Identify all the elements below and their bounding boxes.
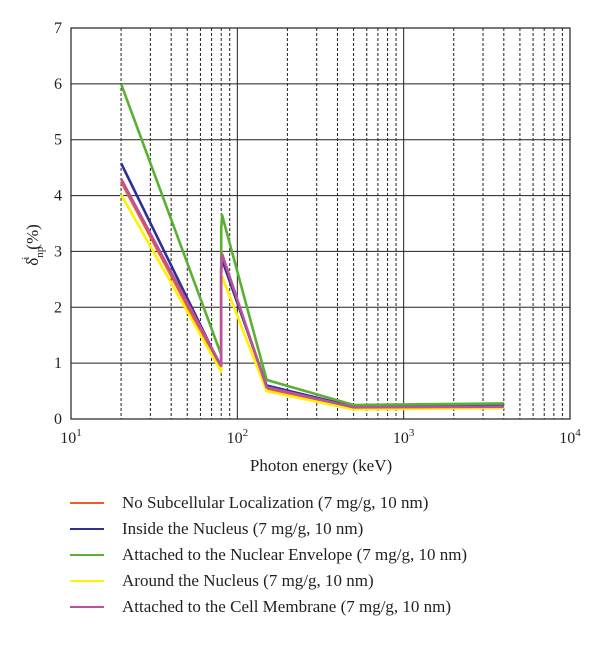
y-tick-labels: 0 1 2 3 4 5 6 7 (54, 20, 62, 428)
y-tick-label: 6 (54, 76, 62, 93)
x-tick-label: 103 (393, 427, 415, 447)
y-tick-label: 3 (54, 243, 62, 260)
legend-entry: Around the Nucleus (7 mg/g, 10 nm) (70, 568, 467, 594)
y-tick-label: 5 (54, 132, 62, 149)
chart-legend: No Subcellular Localization (7 mg/g, 10 … (70, 490, 467, 620)
legend-entry: Attached to the Cell Membrane (7 mg/g, 1… (70, 594, 467, 620)
series-line (119, 193, 504, 411)
x-tick-exponent: 4 (575, 427, 581, 439)
y-axis-label-unit: (%) (23, 224, 42, 249)
y-tick-label: 4 (54, 188, 62, 205)
x-tick-exponent: 2 (243, 427, 249, 439)
legend-swatch (70, 554, 104, 557)
x-tick-label: 104 (559, 427, 581, 447)
legend-entry: Inside the Nucleus (7 mg/g, 10 nm) (70, 516, 467, 542)
series-line (119, 83, 504, 407)
legend-label: No Subcellular Localization (7 mg/g, 10 … (122, 493, 429, 512)
y-tick-label: 2 (54, 299, 62, 316)
series-line (119, 178, 504, 409)
legend-swatch (70, 606, 104, 609)
y-axis-label-symbol: δ (23, 258, 42, 266)
x-tick-base: 10 (393, 430, 409, 447)
x-axis-label: Photon energy (keV) (250, 456, 392, 475)
x-tick-base: 10 (559, 430, 575, 447)
x-tick-labels: 101 102 103 104 (60, 427, 581, 447)
x-tick-exponent: 3 (409, 427, 415, 439)
legend-label: Attached to the Cell Membrane (7 mg/g, 1… (122, 597, 452, 616)
legend-label: Around the Nucleus (7 mg/g, 10 nm) (122, 571, 374, 590)
legend-entry: Attached to the Nuclear Envelope (7 mg/g… (70, 542, 467, 568)
x-tick-base: 10 (227, 430, 243, 447)
plot-area-border (70, 27, 571, 420)
y-tick-label: 1 (54, 355, 62, 372)
legend-label: Inside the Nucleus (7 mg/g, 10 nm) (122, 519, 364, 538)
svg-text:δnpi(%): δnpi (%) (20, 224, 46, 266)
legend-entry: No Subcellular Localization (7 mg/g, 10 … (70, 490, 467, 516)
y-axis-label-subscript: np (34, 246, 46, 258)
legend-label: Attached to the Nuclear Envelope (7 mg/g… (122, 545, 468, 564)
legend-swatch (70, 580, 104, 583)
y-axis-label-superscript: i (20, 257, 32, 260)
y-tick-label: 0 (54, 411, 62, 428)
x-tick-base: 10 (60, 430, 76, 447)
y-axis-label: δnpi (%) (20, 224, 46, 266)
y-tick-label: 7 (54, 20, 62, 37)
legend-swatch (70, 502, 104, 505)
x-tick-exponent: 1 (76, 427, 82, 439)
legend-swatch (70, 528, 104, 531)
x-tick-label: 102 (227, 427, 249, 447)
series-lines (119, 83, 504, 411)
x-tick-label: 101 (60, 427, 82, 447)
